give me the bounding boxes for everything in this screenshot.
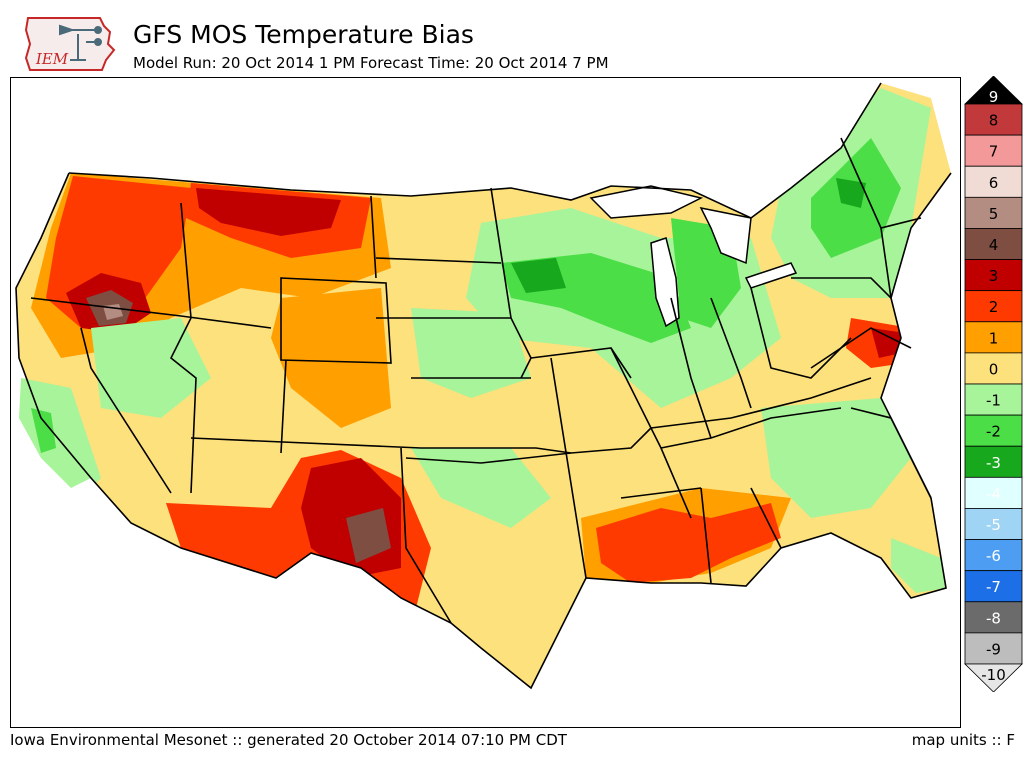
- colorbar-swatch: [964, 103, 1023, 136]
- gulf-water: [531, 533, 960, 727]
- colorbar-swatch: [964, 196, 1023, 229]
- colorbar-label: -9: [986, 640, 1001, 658]
- colorbar-swatch: [964, 352, 1023, 385]
- colorbar-label: -2: [986, 423, 1001, 441]
- map-title: GFS MOS Temperature Bias: [133, 20, 474, 49]
- colorbar-swatch: [964, 228, 1023, 260]
- colorbar-label: 4: [989, 236, 999, 254]
- lake-huron: [699, 206, 752, 265]
- california-coast-cool-area: [19, 378, 101, 498]
- plains-cool-area: [411, 308, 531, 398]
- gulf-hot-area: [596, 503, 781, 583]
- lake-erie: [744, 262, 798, 289]
- minnesota-coldest-area: [511, 258, 566, 293]
- colorbar-swatch: [964, 414, 1023, 447]
- state-borders: [15, 82, 952, 690]
- colorbar-swatch: [964, 570, 1023, 603]
- colorbar-label: 5: [989, 205, 999, 223]
- florida-cool-area: [891, 538, 946, 593]
- colorbar-label: -1: [986, 392, 1001, 410]
- colorbar-label: -10: [981, 666, 1006, 684]
- canada-water: [11, 78, 960, 727]
- map-panel: [10, 77, 961, 728]
- bias-cool-areas: [19, 88, 946, 593]
- colorbar-label: -4: [986, 485, 1001, 503]
- mexico-area: [11, 478, 551, 727]
- colorado-warm-area: [271, 288, 391, 428]
- colorbar-label: -3: [986, 454, 1001, 472]
- new-york-coldest-area: [836, 178, 866, 208]
- colorbar-label: 8: [989, 112, 999, 130]
- weather-station-icon: [59, 24, 102, 61]
- california-coast-cold-area: [31, 408, 56, 453]
- colorbar-swatch: [964, 134, 1023, 167]
- colorbar-swatch: [964, 601, 1023, 634]
- canada-area: [11, 78, 960, 218]
- logo-text: IEM: [35, 50, 69, 68]
- footer-credit: Iowa Environmental Mesonet :: generated …: [10, 731, 567, 749]
- colorbar-label: -5: [986, 516, 1001, 534]
- new-mexico-peak-area: [346, 508, 391, 563]
- colorbar-swatch: [964, 165, 1023, 198]
- colorbar-label: -6: [986, 547, 1001, 565]
- nevada-cool-area: [91, 318, 211, 418]
- colorbar-label: 1: [989, 329, 999, 347]
- map-subtitle: Model Run: 20 Oct 2014 1 PM Forecast Tim…: [133, 54, 609, 72]
- colorbar-label: 3: [989, 267, 999, 285]
- southeast-coast-cool-area: [761, 398, 911, 518]
- texas-oklahoma-cool-area: [411, 448, 551, 528]
- colorbar-swatch: [964, 663, 1023, 692]
- footer-units: map units :: F: [911, 731, 1015, 749]
- colorbar-label: 6: [989, 174, 999, 192]
- atlantic-water: [881, 79, 960, 606]
- colorbar-label: -7: [986, 578, 1001, 596]
- colorbar-legend: 9 8 7 6 5 4 3 2 1 0 -1 -2 -3 -4 -5 -6 -7 -8 -9 -10: [964, 76, 1023, 692]
- colorbar-swatch: [964, 383, 1023, 416]
- colorbar-label: 7: [989, 143, 999, 161]
- colorbar-swatch: [964, 476, 1023, 509]
- montana-max-area: [196, 188, 341, 236]
- iem-logo: IEM: [24, 17, 116, 71]
- colorbar-label: 0: [989, 360, 999, 378]
- colorbar-swatch: [964, 290, 1023, 323]
- temperature-bias-map: [11, 78, 960, 727]
- colorbar-label: -8: [986, 609, 1001, 627]
- colorbar-label: 2: [989, 298, 999, 316]
- colorbar-swatch: [964, 539, 1023, 572]
- colorbar-label: 9: [989, 88, 999, 106]
